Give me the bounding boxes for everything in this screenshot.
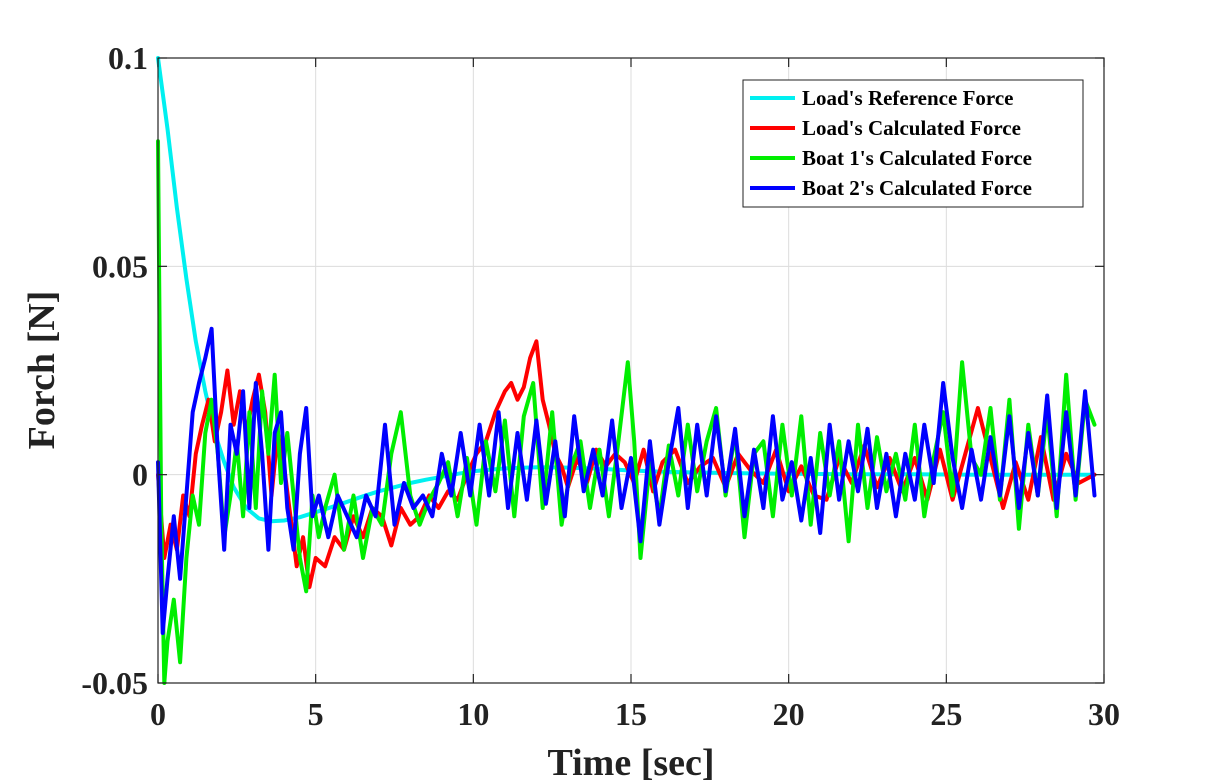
legend-label-boat1: Boat 1's Calculated Force [802,146,1032,170]
series-line-3 [156,139,1097,685]
plot-lines [156,56,1097,685]
series-line-4 [156,326,1097,635]
y-tick-label: 0.05 [92,248,148,284]
x-tick-label: 0 [150,696,166,732]
x-tick-label: 10 [457,696,489,732]
y-tick-label: 0 [132,457,148,493]
y-tick-label: -0.05 [81,665,148,701]
y-axis-title: Forch [N] [21,291,63,450]
x-tick-label: 5 [308,696,324,732]
x-tick-label: 25 [930,696,962,732]
legend: Load's Reference Force Load's Calculated… [742,79,1084,208]
legend-label-load: Load's Calculated Force [802,116,1021,140]
x-axis-title: Time [sec] [547,742,714,781]
legend-box [742,79,1084,208]
x-tick-label: 20 [773,696,805,732]
x-tick-label: 15 [615,696,647,732]
y-tick-label: 0.1 [108,40,148,76]
x-tick-label: 30 [1088,696,1120,732]
legend-label-boat2: Boat 2's Calculated Force [802,176,1032,200]
legend-label-reference: Load's Reference Force [802,86,1014,110]
